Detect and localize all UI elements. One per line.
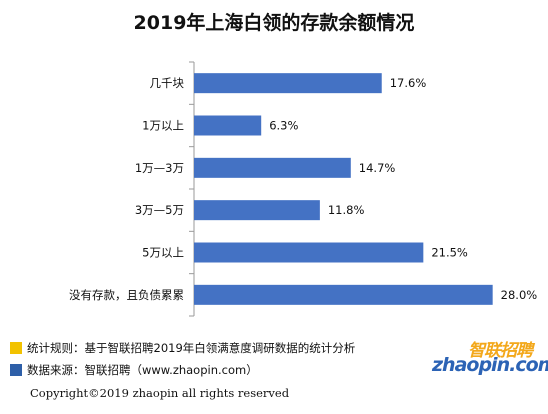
data-source-text: 数据来源：智联招聘（www.zhaopin.com） <box>27 363 258 377</box>
value-label-3: 11.8% <box>328 203 365 217</box>
zhaopin-logo: 智联招聘 zhaopin.com <box>432 336 548 380</box>
category-label-3: 3万—5万 <box>135 203 184 217</box>
value-label-2: 14.7% <box>359 161 396 175</box>
blue-square-icon <box>10 364 22 376</box>
bar-4 <box>194 242 424 263</box>
stat-rule-note: 统计规则：基于智联招聘2019年白领满意度调研数据的统计分析 <box>10 340 355 356</box>
bar-0 <box>194 73 382 94</box>
yellow-square-icon <box>10 342 22 354</box>
stat-rule-text: 统计规则：基于智联招聘2019年白领满意度调研数据的统计分析 <box>27 341 356 355</box>
bar-5 <box>194 284 493 305</box>
logo-en-text: zhaopin.com <box>432 354 548 376</box>
bar-1 <box>194 115 262 136</box>
value-label-0: 17.6% <box>390 76 427 90</box>
value-label-4: 21.5% <box>431 246 468 260</box>
bar-chart: 几千块 17.6% 1万以上 6.3% 1万—3万 14.7% 3万—5万 11.8% 5万以上… <box>69 61 538 317</box>
category-label-4: 5万以上 <box>142 246 184 260</box>
value-label-5: 28.0% <box>501 288 538 302</box>
category-label-1: 1万以上 <box>142 119 184 133</box>
data-source-note: 数据来源：智联招聘（www.zhaopin.com） <box>10 362 258 378</box>
bar-2 <box>194 157 351 178</box>
category-label-2: 1万—3万 <box>135 161 184 175</box>
logo-cn-text: 智联招聘 <box>468 341 533 361</box>
bar-3 <box>194 200 320 221</box>
copyright-text: Copyright©2019 zhaopin all rights reserv… <box>30 386 290 400</box>
chart-title: 2019年上海白领的存款余额情况 <box>133 12 415 34</box>
category-label-0: 几千块 <box>150 76 185 90</box>
category-label-5: 没有存款，且负债累累 <box>69 288 184 302</box>
value-label-1: 6.3% <box>269 119 298 133</box>
